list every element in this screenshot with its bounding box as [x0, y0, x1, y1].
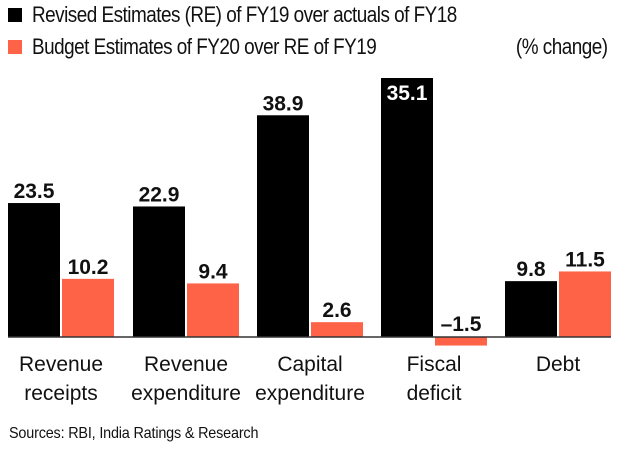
re-fy19-bar — [257, 115, 309, 338]
orange-square-swatch-icon — [8, 40, 22, 54]
be-fy20-bar — [435, 337, 487, 346]
category-label: Revenue — [144, 353, 228, 376]
unit-label: (% change) — [516, 34, 608, 59]
re-fy19-bar — [505, 281, 557, 337]
data-label: 9.4 — [198, 260, 228, 283]
bar-group: 23.5 10.2 Revenue receipts — [8, 180, 114, 405]
re-fy19-bar — [8, 203, 60, 337]
category-label: Debt — [536, 353, 581, 376]
category-label: receipts — [24, 382, 98, 405]
data-label: –1.5 — [441, 313, 482, 336]
legend-label: Budget Estimates of FY20 over RE of FY19 — [32, 34, 377, 59]
black-square-swatch-icon — [8, 8, 22, 22]
be-fy20-bar — [187, 283, 239, 337]
category-label: expenditure — [255, 382, 365, 405]
category-label: expenditure — [131, 382, 241, 405]
be-fy20-bar — [62, 278, 114, 337]
re-fy19-bar — [133, 206, 185, 337]
bar-group: 9.8 11.5 Debt — [505, 248, 611, 376]
category-label: Revenue — [19, 353, 103, 376]
data-label: 38.9 — [263, 92, 304, 115]
bar-group: 22.9 9.4 Revenue expenditure — [131, 183, 241, 405]
category-label: Capital — [277, 353, 342, 376]
data-label: 11.5 — [565, 248, 605, 271]
data-label: 2.6 — [322, 299, 351, 322]
legend-item-be-fy20: Budget Estimates of FY20 over RE of FY19 — [8, 34, 432, 59]
source-note: Sources: RBI, India Ratings & Research — [9, 425, 259, 442]
be-fy20-bar — [559, 271, 611, 337]
legend-label: Revised Estimates (RE) of FY19 over actu… — [32, 2, 457, 27]
category-label: deficit — [407, 382, 462, 405]
bar-group: 38.9 2.6 Capital expenditure — [255, 92, 365, 405]
data-label: 9.8 — [516, 258, 546, 281]
re-fy19-bar — [381, 78, 433, 337]
data-label: 10.2 — [68, 256, 109, 279]
category-label: Fiscal — [407, 353, 462, 376]
legend-item-re-fy19: Revised Estimates (RE) of FY19 over actu… — [8, 2, 526, 27]
data-label: 23.5 — [14, 180, 55, 203]
data-label: 35.1 — [387, 82, 428, 105]
bar-group: 35.1 –1.5 Fiscal deficit — [381, 78, 487, 405]
be-fy20-bar — [311, 322, 363, 337]
data-label: 22.9 — [139, 183, 180, 206]
